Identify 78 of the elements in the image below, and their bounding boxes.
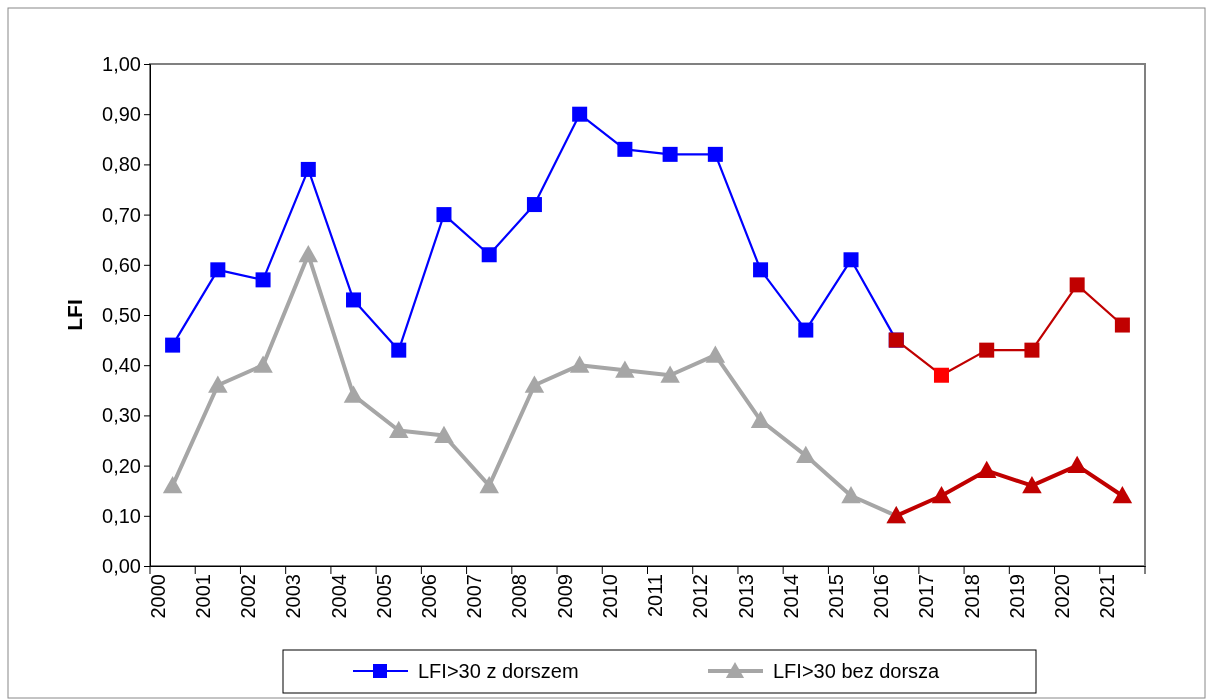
x-tick-label: 2000 (146, 574, 169, 619)
point (479, 475, 499, 494)
point (707, 146, 723, 162)
y-tick-label: 0,70 (102, 203, 141, 226)
point (1112, 485, 1133, 504)
x-tick-label: 2007 (463, 574, 486, 619)
x-tick-label: 2012 (689, 574, 712, 619)
x-tick-label: 2019 (1005, 574, 1028, 619)
point (300, 161, 316, 177)
x-tick-label: 2001 (191, 574, 214, 619)
point (524, 375, 545, 393)
y-tick-label: 0,50 (102, 303, 141, 326)
point (615, 360, 635, 378)
point (255, 272, 271, 288)
y-tick-label: 1,00 (102, 52, 141, 75)
point (389, 420, 409, 438)
point (617, 141, 633, 157)
y-tick-label: 0,40 (102, 354, 141, 377)
y-tick-label: 0,60 (102, 253, 141, 276)
point (843, 252, 859, 268)
point (841, 485, 861, 504)
point (796, 445, 816, 464)
point (750, 410, 771, 428)
point (298, 245, 319, 263)
x-tick-label: 2017 (915, 574, 938, 619)
point (391, 342, 407, 358)
point (798, 322, 814, 338)
point (162, 475, 183, 494)
point (976, 460, 997, 479)
point (572, 106, 588, 122)
y-tick-label: 0,20 (102, 454, 141, 477)
point (346, 292, 362, 308)
point (436, 207, 452, 223)
point (660, 365, 680, 383)
y-tick-label: 0,10 (102, 504, 141, 527)
point (343, 385, 364, 403)
x-tick-label: 2013 (734, 574, 757, 619)
x-tick-label: 2003 (282, 574, 305, 619)
point (1114, 317, 1130, 333)
point (753, 262, 769, 278)
y-tick-label: 0,30 (102, 404, 141, 427)
point (434, 425, 454, 443)
y-tick-label: 0,90 (102, 103, 141, 126)
y-tick-label: 0,00 (102, 554, 141, 577)
point (481, 247, 497, 263)
x-tick-label: 2004 (327, 574, 350, 619)
point (526, 197, 542, 213)
point (1022, 475, 1042, 494)
y-tick-label: 0,80 (102, 153, 141, 176)
x-tick-label: 2011 (644, 574, 667, 618)
point (253, 355, 273, 373)
x-tick-label: 2006 (417, 574, 440, 619)
point (569, 355, 590, 373)
point (1069, 277, 1085, 293)
x-tick-label: 2016 (870, 574, 893, 619)
x-tick-label: 2002 (237, 574, 260, 619)
legend-label: LFI>30 bez dorsza (773, 660, 941, 682)
point (165, 337, 181, 353)
y-axis-title: LFI (63, 299, 86, 331)
point (1024, 342, 1040, 358)
x-tick-label: 2021 (1096, 574, 1119, 619)
x-tick-label: 2014 (779, 574, 802, 619)
x-tick-label: 2008 (508, 574, 531, 619)
point (210, 262, 226, 278)
point (208, 375, 228, 393)
legend-label: LFI>30 z dorszem (418, 660, 579, 682)
x-tick-label: 2010 (598, 574, 621, 619)
point (1067, 455, 1087, 474)
point (931, 485, 952, 504)
point (662, 146, 678, 162)
x-tick-label: 2018 (960, 574, 983, 619)
x-tick-label: 2005 (372, 574, 395, 619)
x-tick-label: 2020 (1051, 574, 1074, 619)
point (979, 342, 995, 358)
point (705, 345, 726, 363)
x-tick-label: 2009 (553, 574, 576, 619)
x-tick-label: 2015 (825, 574, 848, 619)
point (933, 367, 949, 383)
